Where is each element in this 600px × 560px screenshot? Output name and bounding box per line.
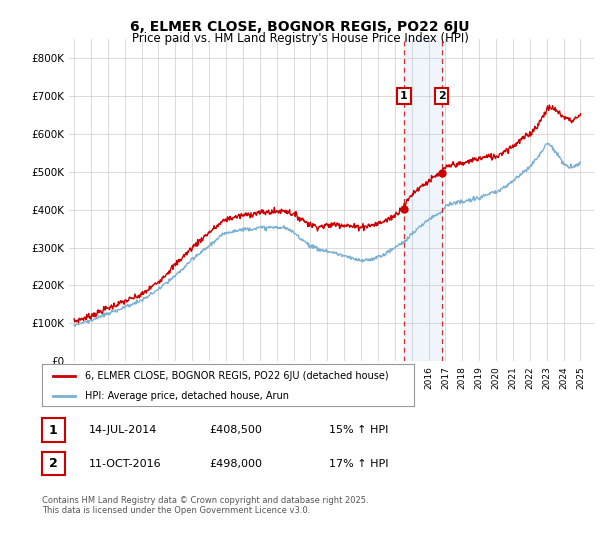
Text: 6, ELMER CLOSE, BOGNOR REGIS, PO22 6JU (detached house): 6, ELMER CLOSE, BOGNOR REGIS, PO22 6JU (…: [85, 371, 388, 381]
Text: HPI: Average price, detached house, Arun: HPI: Average price, detached house, Arun: [85, 391, 289, 401]
Text: 6, ELMER CLOSE, BOGNOR REGIS, PO22 6JU: 6, ELMER CLOSE, BOGNOR REGIS, PO22 6JU: [130, 20, 470, 34]
Text: 1: 1: [400, 91, 408, 101]
Text: 2: 2: [49, 457, 58, 470]
Bar: [404, 39, 442, 361]
Text: £498,000: £498,000: [209, 459, 262, 469]
Text: 14-JUL-2014: 14-JUL-2014: [89, 425, 157, 435]
Text: 15% ↑ HPI: 15% ↑ HPI: [329, 425, 388, 435]
Text: £408,500: £408,500: [209, 425, 262, 435]
Text: Contains HM Land Registry data © Crown copyright and database right 2025.
This d: Contains HM Land Registry data © Crown c…: [42, 496, 368, 515]
Text: 11-OCT-2016: 11-OCT-2016: [89, 459, 161, 469]
Text: 17% ↑ HPI: 17% ↑ HPI: [329, 459, 388, 469]
Text: 1: 1: [49, 423, 58, 437]
Text: 2: 2: [438, 91, 446, 101]
Text: Price paid vs. HM Land Registry's House Price Index (HPI): Price paid vs. HM Land Registry's House …: [131, 32, 469, 45]
